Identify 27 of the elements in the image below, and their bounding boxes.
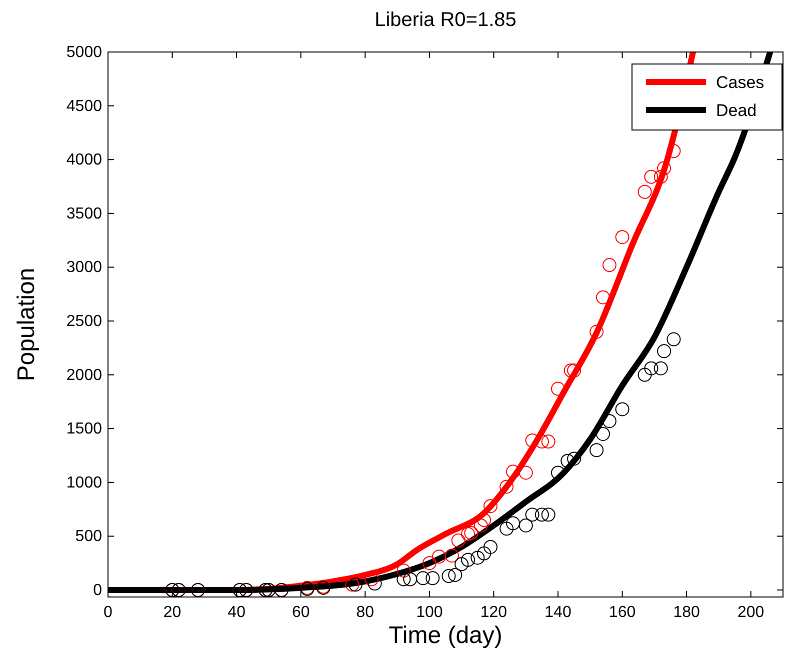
x-tick-label: 120: [480, 604, 508, 621]
legend-label: Cases: [716, 73, 764, 92]
y-tick-label: 1000: [66, 474, 102, 492]
y-axis-title: Population: [13, 268, 40, 382]
y-tick-label: 4500: [66, 98, 102, 115]
y-tick-label: 500: [75, 528, 102, 546]
x-axis-title: Time (day): [388, 622, 502, 649]
x-tick-label: 160: [608, 604, 636, 621]
x-tick-label: 0: [104, 604, 113, 621]
x-tick-label: 20: [163, 604, 182, 621]
y-tick-label: 0: [93, 582, 102, 600]
y-tick-label: 5000: [66, 44, 102, 61]
x-tick-label: 100: [416, 604, 443, 621]
y-tick-label: 1500: [66, 420, 102, 438]
x-tick-label: 140: [544, 604, 572, 621]
x-tick-label: 180: [673, 604, 700, 621]
x-tick-label: 200: [738, 604, 764, 621]
y-tick-label: 4000: [66, 152, 102, 169]
y-tick-label: 2500: [66, 313, 102, 330]
legend-label: Dead: [716, 101, 757, 120]
chart-title: Liberia R0=1.85: [374, 9, 516, 31]
x-tick-label: 80: [356, 604, 374, 621]
x-tick-label: 40: [228, 604, 246, 621]
x-tick-label: 60: [292, 604, 310, 621]
y-tick-label: 3500: [66, 205, 102, 222]
y-tick-label: 2000: [66, 366, 102, 384]
y-tick-label: 3000: [66, 259, 102, 276]
